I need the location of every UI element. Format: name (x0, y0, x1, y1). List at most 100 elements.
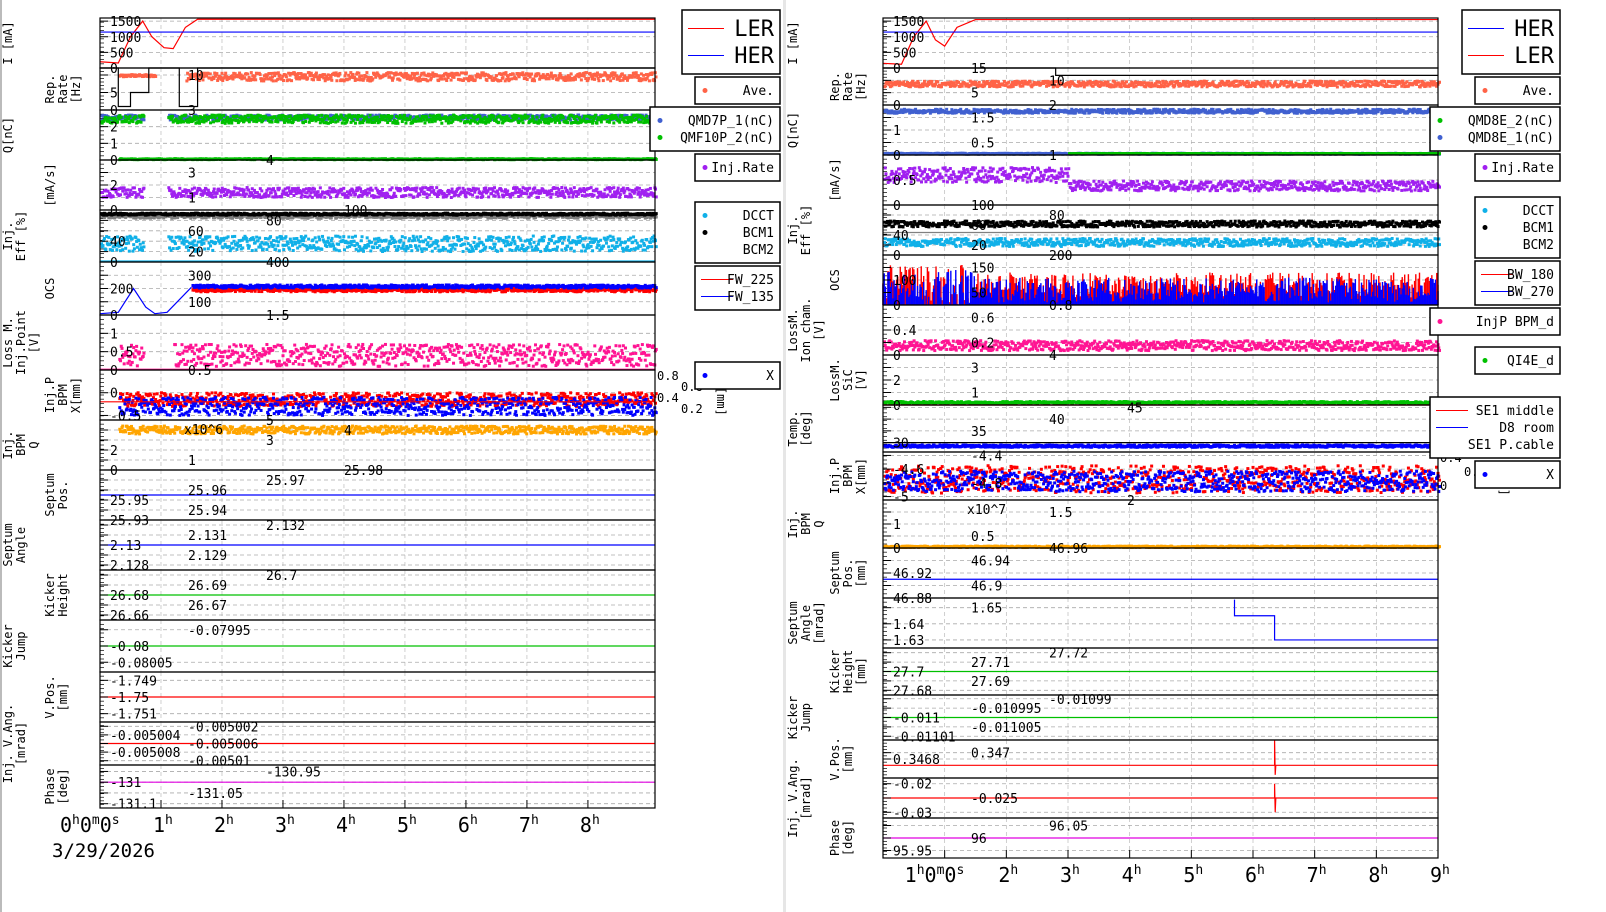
data-point (416, 72, 419, 75)
data-point (343, 74, 346, 77)
data-point (639, 121, 642, 124)
data-point (343, 118, 346, 121)
data-point (374, 76, 377, 79)
data-point (560, 186, 563, 189)
data-point (399, 188, 402, 191)
data-point (326, 115, 329, 118)
data-point (563, 196, 566, 199)
data-point (129, 115, 132, 118)
data-point (216, 192, 219, 195)
data-point (580, 78, 583, 81)
data-point (483, 116, 486, 119)
data-point (258, 193, 261, 196)
data-point (635, 71, 638, 74)
data-point (184, 114, 187, 117)
data-point (142, 118, 145, 121)
data-point (290, 79, 293, 82)
data-point (260, 115, 263, 118)
data-point (552, 114, 555, 117)
data-point (270, 191, 273, 194)
data-point (602, 79, 605, 82)
data-point (359, 187, 362, 190)
data-point (450, 79, 453, 82)
data-point (504, 71, 507, 74)
y-tick-label: 1 (188, 192, 196, 207)
y-tick-label: 3 (188, 104, 196, 119)
data-point (320, 114, 323, 117)
data-point (637, 74, 640, 77)
data-point (235, 115, 238, 118)
data-point (133, 186, 136, 189)
data-point (356, 118, 359, 121)
data-point (512, 73, 515, 76)
data-point (628, 188, 631, 191)
y-tick-label: 1000 (110, 31, 141, 46)
data-point (651, 71, 654, 74)
y-axis-label: I [mA] (1, 21, 15, 64)
data-point (432, 189, 435, 192)
y-axis-label-line: [Hz] (69, 75, 83, 104)
data-point (254, 78, 257, 81)
data-point (413, 195, 416, 198)
data-point (276, 78, 279, 81)
data-point (476, 195, 479, 198)
data-point (248, 120, 251, 123)
data-point (342, 187, 345, 190)
data-point (312, 191, 315, 194)
data-point (396, 122, 399, 125)
data-point (421, 186, 424, 189)
data-point (458, 187, 461, 190)
data-point (230, 122, 233, 125)
data-point (317, 217, 320, 220)
data-point (467, 114, 470, 117)
y-axis-label: Q[nC] (1, 117, 15, 153)
data-point (224, 188, 227, 191)
data-point (477, 188, 480, 191)
data-point (154, 75, 157, 78)
data-point (317, 190, 320, 193)
data-point (597, 79, 600, 82)
data-point (278, 74, 281, 77)
data-point (551, 193, 554, 196)
data-point (494, 195, 497, 198)
data-point (459, 119, 462, 122)
data-point (493, 186, 496, 189)
data-point (481, 195, 484, 198)
data-point (642, 74, 645, 77)
data-point (487, 195, 490, 198)
data-point (590, 186, 593, 189)
data-point (562, 116, 565, 119)
data-point (209, 72, 212, 75)
data-point (137, 193, 140, 196)
data-point (620, 114, 623, 117)
data-point (600, 120, 603, 123)
data-point (273, 190, 276, 193)
data-point (514, 191, 517, 194)
data-point (297, 119, 300, 122)
data-point (451, 188, 454, 191)
data-point (318, 78, 321, 81)
data-point (518, 75, 521, 78)
data-point (605, 217, 608, 220)
data-point (614, 72, 617, 75)
data-point (323, 196, 326, 199)
data-point (259, 73, 262, 76)
data-point (392, 77, 395, 80)
data-point (329, 196, 332, 199)
data-point (530, 72, 533, 75)
data-point (347, 196, 350, 199)
data-point (497, 195, 500, 198)
data-point (570, 72, 573, 75)
data-point (308, 121, 311, 124)
data-point (484, 186, 487, 189)
y-tick-label: 1500 (110, 15, 141, 30)
data-point (224, 72, 227, 75)
data-point (193, 186, 196, 189)
data-point (126, 188, 129, 191)
series-red (100, 19, 655, 63)
data-point (567, 216, 570, 219)
data-point (287, 186, 290, 189)
data-point (219, 195, 222, 198)
data-point (502, 76, 505, 79)
